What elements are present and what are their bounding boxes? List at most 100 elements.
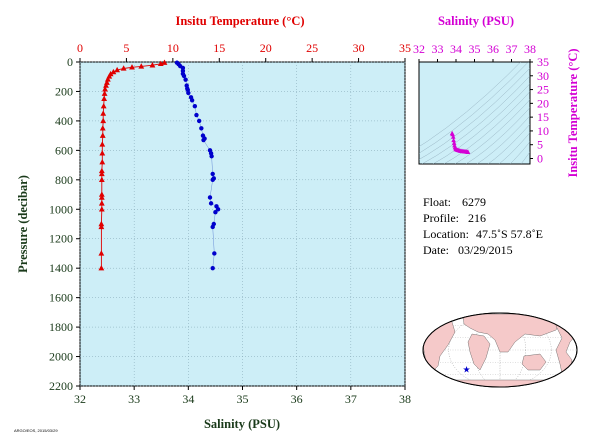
density-contour xyxy=(421,75,530,164)
density-contour xyxy=(443,91,530,164)
inset-salinity-tick-label: 36 xyxy=(487,42,499,56)
date-value: 03/29/2015 xyxy=(458,243,513,257)
salinity-point xyxy=(210,224,215,230)
temperature-point xyxy=(98,176,105,183)
temperature-point xyxy=(99,132,106,138)
temperature-tick-label: 0 xyxy=(77,41,83,55)
inset-salinity-tick-label: 35 xyxy=(469,42,481,56)
inset-temperature-tick-label: 0 xyxy=(537,151,543,165)
salinity-point xyxy=(215,207,221,212)
inset-ts-point xyxy=(465,149,471,154)
inset-ts-point xyxy=(451,140,457,145)
inset-ts-point xyxy=(451,137,456,143)
temperature-tick-label: 20 xyxy=(260,41,272,55)
temperature-tick-label: 10 xyxy=(167,41,179,55)
inset-salinity-axis: 32 33 34 35 36 37 38 xyxy=(413,42,536,62)
float-value: 6279 xyxy=(462,195,486,209)
density-contour xyxy=(419,62,529,154)
density-contour xyxy=(498,132,530,164)
density-contour xyxy=(419,62,521,148)
map-land-antarctica xyxy=(423,379,577,387)
temperature-point xyxy=(120,65,127,71)
profile-value: 216 xyxy=(468,211,486,225)
profile-label: Profile: xyxy=(423,211,459,225)
temperature-point xyxy=(98,194,105,200)
map-outline xyxy=(422,312,578,388)
temperature-axis-title: Insitu Temperature (°C) xyxy=(175,14,304,28)
temperature-point xyxy=(98,191,105,197)
salinity-point xyxy=(208,201,214,206)
density-contour xyxy=(454,99,530,164)
temperature-point xyxy=(101,90,108,96)
temperature-point xyxy=(161,59,168,65)
temperature-tick-label: 30 xyxy=(353,41,365,55)
inset-salinity-tick-label: 33 xyxy=(432,42,444,56)
inset-ts-point xyxy=(450,134,456,139)
inset-temperature-title: Insitu Temperature (°C) xyxy=(566,48,580,177)
salinity-point xyxy=(181,73,187,79)
pressure-tick-label: 1400 xyxy=(49,261,73,275)
salinity-point xyxy=(189,98,195,103)
main-chart: 0200400600800100012001400160018002000220… xyxy=(16,14,411,431)
salinity-point xyxy=(183,77,188,82)
salinity-point xyxy=(210,177,215,183)
pressure-tick-label: 1800 xyxy=(49,320,73,334)
density-contour xyxy=(520,151,530,164)
inset-salinity-tick-label: 34 xyxy=(450,42,462,56)
salinity-point xyxy=(186,90,191,96)
footer-credit: ARGO/EOS, 2015/03/29 xyxy=(14,428,58,433)
temperature-axis: 0 5 10 15 20 25 30 35 xyxy=(77,41,411,62)
temperature-point xyxy=(100,117,107,124)
pressure-tick-label: 600 xyxy=(55,143,73,157)
temperature-point xyxy=(98,223,105,230)
temperature-point xyxy=(100,102,107,109)
density-contour xyxy=(432,83,530,164)
salinity-point xyxy=(212,251,217,256)
profile-series xyxy=(98,59,221,271)
temperature-point xyxy=(98,167,105,174)
inset-temperature-tick-label: 10 xyxy=(537,124,549,138)
temperature-point xyxy=(110,68,117,75)
temperature-tick-label: 35 xyxy=(399,41,411,55)
density-contour xyxy=(509,141,530,164)
inset-temperature-tick-label: 35 xyxy=(537,55,549,69)
temperature-point xyxy=(99,125,106,131)
temperature-point xyxy=(100,110,107,116)
temperature-point xyxy=(101,95,108,102)
inset-salinity-tick-label: 32 xyxy=(413,42,425,56)
density-contour xyxy=(465,107,530,164)
temperature-point xyxy=(99,150,106,156)
pressure-tick-label: 1000 xyxy=(49,202,73,216)
temperature-tick-label: 25 xyxy=(306,41,318,55)
salinity-point xyxy=(210,265,215,271)
location-label: Location: xyxy=(423,227,469,241)
salinity-tick-label: 35 xyxy=(237,392,249,406)
salinity-point xyxy=(213,210,218,215)
salinity-tick-label: 36 xyxy=(291,392,303,406)
pressure-tick-label: 400 xyxy=(55,114,73,128)
temperature-point xyxy=(114,66,121,73)
map-meridian xyxy=(448,313,552,387)
temperature-point xyxy=(98,200,105,206)
temperature-point xyxy=(98,220,105,227)
svg-text:Date:03/29/2015: Date: 03/29/2015 xyxy=(423,243,513,257)
map-land-australia xyxy=(521,353,547,371)
temperature-point xyxy=(98,250,105,256)
pressure-axis-title: Pressure (decibar) xyxy=(16,175,30,273)
float-location-marker: ★ xyxy=(462,366,470,376)
svg-text:Location:47.5˚S 57.8˚E: Location: 47.5˚S 57.8˚E xyxy=(423,227,543,241)
svg-text:Profile:216: Profile: 216 xyxy=(423,211,486,225)
inset-temperature-tick-label: 20 xyxy=(537,96,549,110)
pressure-axis: 0 200 400 600 800 1000 1200 1400 1600 1800 2000 220… xyxy=(49,55,80,393)
svg-text:Float:6279: Float: 6279 xyxy=(423,195,486,209)
pressure-tick-label: 1200 xyxy=(49,232,73,246)
inset-temperature-tick-label: 30 xyxy=(537,69,549,83)
pressure-tick-label: 200 xyxy=(55,84,73,98)
temperature-point xyxy=(157,60,164,66)
salinity-point xyxy=(194,112,199,118)
salinity-point xyxy=(201,137,206,143)
temperature-point xyxy=(149,62,156,68)
location-value: 47.5˚S 57.8˚E xyxy=(476,227,543,241)
pressure-tick-label: 2200 xyxy=(49,379,73,393)
